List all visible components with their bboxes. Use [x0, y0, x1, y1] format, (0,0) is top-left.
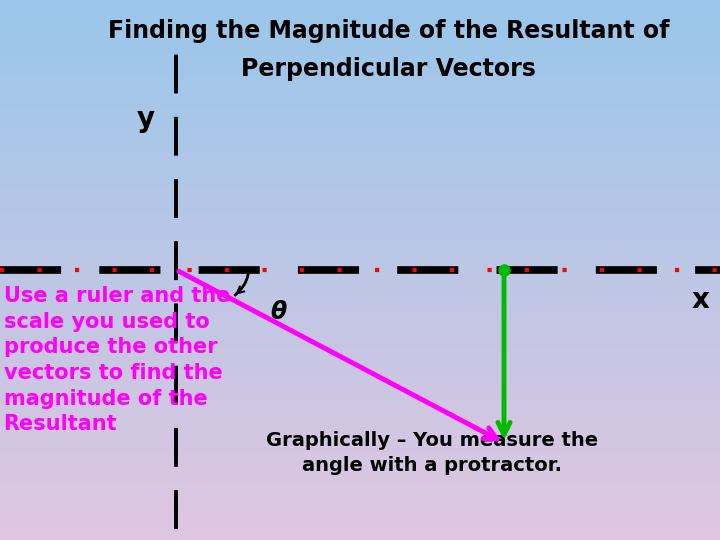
- Text: θ: θ: [270, 300, 287, 323]
- Text: Perpendicular Vectors: Perpendicular Vectors: [241, 57, 536, 80]
- Text: Finding the Magnitude of the Resultant of: Finding the Magnitude of the Resultant o…: [108, 19, 670, 43]
- Text: Graphically – You measure the
angle with a protractor.: Graphically – You measure the angle with…: [266, 431, 598, 475]
- Text: Use a ruler and the
scale you used to
produce the other
vectors to find the
magn: Use a ruler and the scale you used to pr…: [4, 286, 230, 434]
- Text: y: y: [137, 105, 155, 133]
- Text: x: x: [691, 286, 709, 314]
